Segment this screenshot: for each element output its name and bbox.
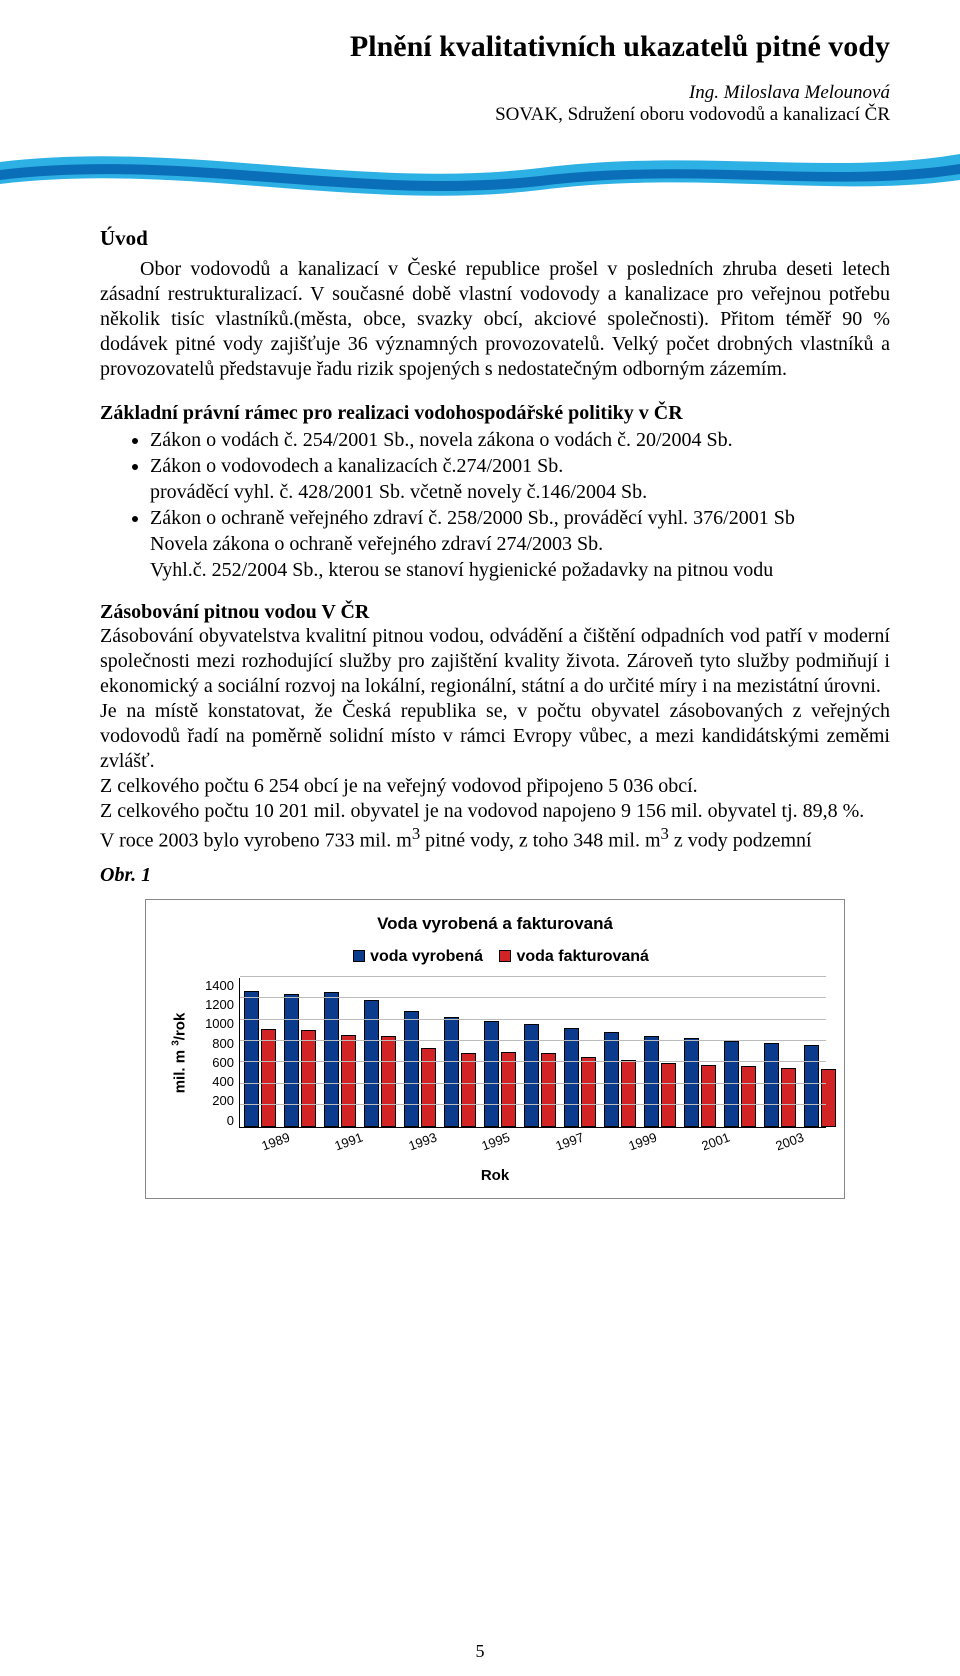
- supply-p5-a: V roce 2003 bylo vyrobeno 733 mil. m: [100, 830, 412, 852]
- bar-series1: [604, 1032, 619, 1126]
- supply-p5-b: pitné vody, z toho 348 mil. m: [420, 830, 660, 852]
- bar-series2: [741, 1066, 756, 1127]
- legend-label-1: voda vyrobená: [370, 948, 483, 965]
- page-title: Plnění kvalitativních ukazatelů pitné vo…: [100, 30, 890, 64]
- grid-line: [240, 1083, 826, 1084]
- section-heading-supply: Zásobování pitnou vodou V ČR: [100, 601, 890, 624]
- y-tick: 800: [212, 1036, 234, 1051]
- grid-line: [240, 1061, 826, 1062]
- grid-line: [240, 1019, 826, 1020]
- y-axis-label: mil. m 3/rok: [164, 978, 194, 1128]
- bar-series1: [484, 1021, 499, 1127]
- y-tick: 1200: [205, 997, 234, 1012]
- y-tick: 600: [212, 1055, 234, 1070]
- bar-series2: [701, 1065, 716, 1127]
- section-heading-legal: Základní právní rámec pro realizaci vodo…: [100, 402, 890, 425]
- bar-series2: [661, 1063, 676, 1126]
- bar-series2: [421, 1048, 436, 1126]
- supply-p5-c: z vody podzemní: [669, 830, 812, 852]
- supply-paragraph-5: V roce 2003 bylo vyrobeno 733 mil. m3 pi…: [100, 824, 890, 854]
- grid-line: [240, 1104, 826, 1105]
- grid-line: [240, 1040, 826, 1041]
- chart-plot-area: [239, 978, 826, 1128]
- bar-series1: [764, 1043, 779, 1127]
- legal-list: Zákon o vodách č. 254/2001 Sb., novela z…: [150, 427, 890, 583]
- supply-paragraph-3: Z celkového počtu 6 254 obcí je na veřej…: [100, 774, 890, 799]
- supply-paragraph-4: Z celkového počtu 10 201 mil. obyvatel j…: [100, 799, 890, 824]
- y-tick: 1000: [205, 1016, 234, 1031]
- supply-paragraph-1: Zásobování obyvatelstva kvalitní pitnou …: [100, 624, 890, 699]
- y-axis-ticks: 1400 1200 1000 800 600 400 200 0: [194, 978, 239, 1128]
- author-affil: SOVAK, Sdružení oboru vodovodů a kanaliz…: [100, 104, 890, 126]
- bar-series2: [341, 1035, 356, 1127]
- bar-series2: [621, 1060, 636, 1126]
- bar-series1: [284, 994, 299, 1127]
- bar-series2: [261, 1029, 276, 1127]
- bar-series2: [461, 1053, 476, 1127]
- bar-series2: [581, 1057, 596, 1127]
- page-number: 5: [0, 1641, 960, 1662]
- header-wave: [0, 136, 960, 196]
- bar-series2: [821, 1069, 836, 1127]
- chart-legend: voda vyrobená voda fakturovaná: [164, 948, 826, 966]
- y-tick: 0: [227, 1113, 234, 1128]
- y-tick: 400: [212, 1074, 234, 1089]
- list-item: Zákon o vodách č. 254/2001 Sb., novela z…: [150, 427, 890, 453]
- supply-paragraph-2: Je na místě konstatovat, že Česká republ…: [100, 699, 890, 774]
- x-axis-label: Rok: [164, 1167, 826, 1184]
- bar-series1: [244, 991, 259, 1127]
- chart-title: Voda vyrobená a fakturovaná: [164, 914, 826, 934]
- list-item: Zákon o ochraně veřejného zdraví č. 258/…: [150, 505, 890, 583]
- bar-series2: [501, 1052, 516, 1127]
- section-heading-uvod: Úvod: [100, 226, 890, 251]
- intro-paragraph: Obor vodovodů a kanalizací v České repub…: [100, 257, 890, 382]
- bar-series2: [541, 1053, 556, 1127]
- chart-container: Voda vyrobená a fakturovaná voda vyroben…: [145, 899, 845, 1199]
- grid-line: [240, 976, 826, 977]
- bar-series2: [781, 1068, 796, 1127]
- y-tick: 1400: [205, 978, 234, 993]
- bar-series2: [301, 1030, 316, 1126]
- bar-series1: [644, 1036, 659, 1127]
- bar-series1: [404, 1011, 419, 1127]
- list-item: Zákon o vodovodech a kanalizacích č.274/…: [150, 453, 890, 505]
- y-tick: 200: [212, 1093, 234, 1108]
- bar-series1: [804, 1045, 819, 1126]
- figure-label: Obr. 1: [100, 864, 890, 887]
- legend-swatch-2: [499, 950, 511, 962]
- sup-3a: 3: [412, 824, 420, 843]
- sup-3b: 3: [661, 824, 669, 843]
- author-block: Ing. Miloslava Melounová SOVAK, Sdružení…: [100, 82, 890, 126]
- bar-series1: [444, 1017, 459, 1126]
- bar-series1: [324, 992, 339, 1127]
- grid-line: [240, 997, 826, 998]
- bar-series2: [381, 1036, 396, 1127]
- legend-label-2: voda fakturovaná: [516, 948, 648, 965]
- author-name: Ing. Miloslava Melounová: [100, 82, 890, 104]
- bar-series1: [564, 1028, 579, 1127]
- x-axis-ticks: 19891991199319951997199920012003: [239, 1134, 826, 1149]
- legend-swatch-1: [353, 950, 365, 962]
